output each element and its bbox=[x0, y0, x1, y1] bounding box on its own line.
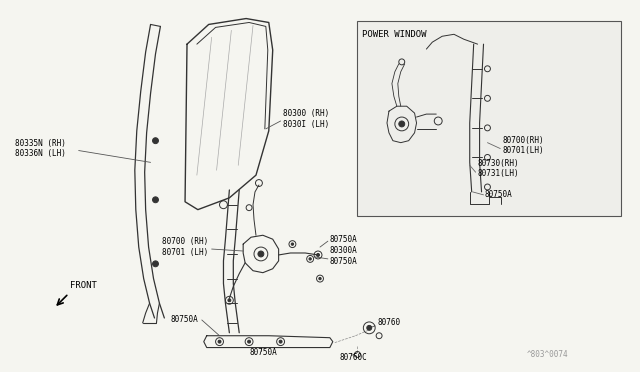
Text: 80760: 80760 bbox=[377, 318, 400, 327]
Text: 80700 (RH)
80701 (LH): 80700 (RH) 80701 (LH) bbox=[163, 237, 209, 257]
Text: 80300 (RH)
8030I (LH): 80300 (RH) 8030I (LH) bbox=[283, 109, 329, 129]
Circle shape bbox=[317, 253, 319, 256]
Circle shape bbox=[152, 197, 159, 203]
Text: ^803^0074: ^803^0074 bbox=[527, 350, 568, 359]
Text: POWER WINDOW: POWER WINDOW bbox=[362, 31, 427, 39]
Circle shape bbox=[309, 258, 311, 260]
Bar bbox=[357, 20, 621, 215]
Circle shape bbox=[279, 340, 282, 343]
Circle shape bbox=[319, 278, 321, 280]
Circle shape bbox=[291, 243, 294, 245]
Text: 80750A: 80750A bbox=[330, 235, 358, 244]
Text: 80750A: 80750A bbox=[249, 348, 277, 357]
Circle shape bbox=[152, 138, 159, 144]
Text: 80760C: 80760C bbox=[340, 353, 367, 362]
Circle shape bbox=[399, 121, 404, 127]
Circle shape bbox=[228, 299, 231, 302]
Text: 80750A: 80750A bbox=[170, 315, 198, 324]
Circle shape bbox=[248, 340, 250, 343]
Circle shape bbox=[258, 251, 264, 257]
Text: FRONT: FRONT bbox=[70, 281, 97, 291]
Text: 80750A: 80750A bbox=[484, 190, 512, 199]
Text: 80335N (RH)
80336N (LH): 80335N (RH) 80336N (LH) bbox=[15, 139, 65, 158]
Text: 80730(RH)
80731(LH): 80730(RH) 80731(LH) bbox=[477, 158, 519, 178]
Text: 80300A
80750A: 80300A 80750A bbox=[330, 246, 358, 266]
Circle shape bbox=[152, 261, 159, 267]
Text: 80700(RH)
80701(LH): 80700(RH) 80701(LH) bbox=[502, 136, 544, 155]
Circle shape bbox=[367, 326, 372, 330]
Circle shape bbox=[218, 340, 221, 343]
